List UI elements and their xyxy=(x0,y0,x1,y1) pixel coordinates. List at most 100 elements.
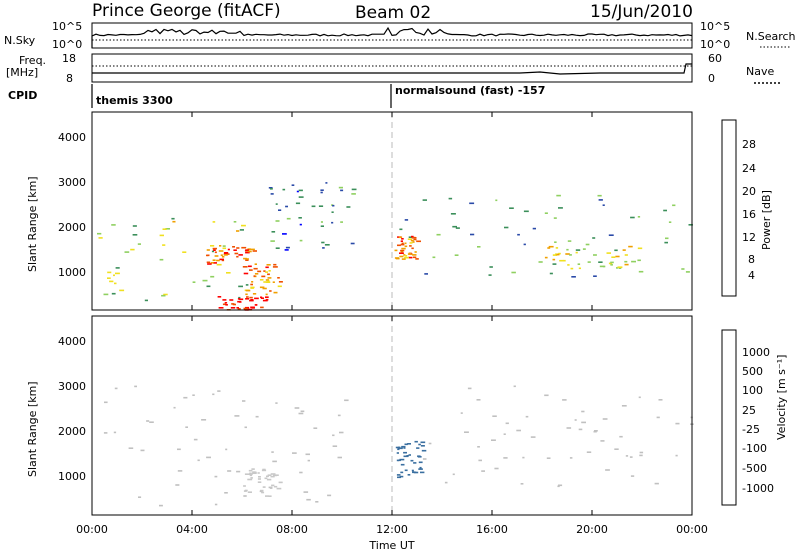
data-cell xyxy=(681,268,685,270)
data-cell xyxy=(569,254,572,256)
data-cell xyxy=(261,469,267,472)
data-cell xyxy=(291,184,295,186)
data-cell xyxy=(320,189,324,191)
data-cell xyxy=(268,495,272,497)
data-cell xyxy=(567,240,572,242)
data-cell xyxy=(268,187,273,189)
data-cell xyxy=(404,443,408,446)
data-cell xyxy=(403,254,406,256)
data-cell xyxy=(114,387,118,390)
data-cell xyxy=(599,265,605,268)
power-y-axis: 4000 3000 2000 1000 xyxy=(58,131,86,279)
data-cell xyxy=(225,304,228,306)
data-cell xyxy=(675,454,678,457)
data-cell xyxy=(470,233,475,236)
data-cell xyxy=(624,263,629,266)
data-cell xyxy=(265,271,268,273)
data-cell xyxy=(337,456,342,459)
data-cell xyxy=(401,445,406,448)
data-cell xyxy=(239,229,244,231)
cpid-program-2: normalsound (fast) -157 xyxy=(395,84,545,97)
data-cell xyxy=(298,189,303,192)
date-title: 15/Jun/2010 xyxy=(590,2,693,22)
data-cell xyxy=(213,262,217,264)
data-cell xyxy=(255,415,259,418)
data-cell xyxy=(227,248,230,251)
data-cell xyxy=(409,242,413,244)
data-cell xyxy=(247,478,253,481)
data-cell xyxy=(272,281,275,283)
freq-label: Freq. xyxy=(19,54,46,67)
data-cell xyxy=(558,484,563,487)
data-cell xyxy=(271,451,274,453)
data-cell xyxy=(556,194,561,197)
data-cell xyxy=(249,474,253,477)
data-cell xyxy=(294,407,300,409)
data-cell xyxy=(420,471,425,474)
data-cell xyxy=(273,263,277,266)
data-cell xyxy=(241,246,247,249)
data-cell xyxy=(292,452,297,454)
data-cell xyxy=(404,469,408,472)
data-cell xyxy=(210,275,215,278)
data-cell xyxy=(269,487,273,489)
data-cell xyxy=(266,264,271,266)
data-cell xyxy=(410,239,414,242)
data-cell xyxy=(214,251,217,254)
data-cell xyxy=(403,455,409,458)
data-cell xyxy=(602,418,608,420)
data-cell xyxy=(419,466,422,469)
data-cell xyxy=(286,217,291,220)
xtick-2000: 20:00 xyxy=(576,523,608,536)
data-cell xyxy=(144,299,148,302)
data-cell xyxy=(410,459,414,462)
data-cell xyxy=(247,265,252,268)
data-cell xyxy=(414,440,418,443)
power-ytick-3000: 3000 xyxy=(58,176,86,189)
data-cell xyxy=(565,253,570,255)
data-cell xyxy=(581,410,585,413)
power-cbar-tick-28: 28 xyxy=(742,138,756,151)
data-cell xyxy=(593,430,597,433)
data-cell xyxy=(412,471,417,474)
data-cell xyxy=(307,459,310,462)
data-cell xyxy=(183,396,188,399)
data-cell xyxy=(432,256,436,259)
data-cell xyxy=(162,228,167,230)
data-cell xyxy=(217,296,222,298)
data-cell xyxy=(149,421,154,423)
data-cell xyxy=(638,270,644,273)
data-cell xyxy=(668,221,672,223)
data-cell xyxy=(212,247,217,250)
data-cell xyxy=(630,216,635,219)
data-cell xyxy=(223,254,228,256)
data-cell xyxy=(398,447,403,450)
data-cell xyxy=(605,469,610,471)
data-cell xyxy=(322,247,325,249)
data-cell xyxy=(544,256,548,259)
data-cell xyxy=(399,228,403,231)
data-cell xyxy=(212,393,215,396)
power-cbar-tick-16: 16 xyxy=(742,208,756,221)
nsearch-tick-top: 10^5 xyxy=(700,20,730,33)
data-cell xyxy=(115,267,120,269)
data-cell xyxy=(404,245,408,248)
data-cell xyxy=(401,238,404,240)
data-cell xyxy=(401,247,406,250)
data-cell xyxy=(273,474,277,477)
nsky-series xyxy=(91,26,693,48)
data-cell xyxy=(552,254,558,256)
data-cell xyxy=(351,188,357,191)
data-cell xyxy=(109,280,114,283)
data-cell xyxy=(344,399,349,402)
data-cell xyxy=(555,247,559,249)
data-cell xyxy=(418,443,421,446)
data-cell xyxy=(103,432,108,434)
data-cell xyxy=(413,462,417,464)
data-cell xyxy=(454,254,459,256)
data-cell xyxy=(614,249,618,252)
data-cell xyxy=(548,245,554,248)
data-cell xyxy=(403,447,406,449)
data-cell xyxy=(624,260,628,263)
